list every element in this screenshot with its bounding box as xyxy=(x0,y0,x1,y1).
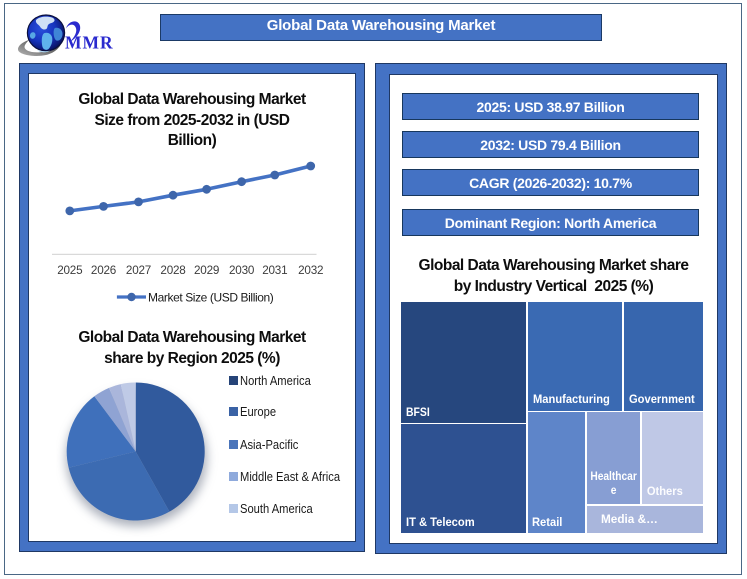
svg-text:2026: 2026 xyxy=(91,264,116,277)
svg-text:2030: 2030 xyxy=(229,264,255,277)
svg-text:2027: 2027 xyxy=(126,264,151,277)
svg-text:2025: 2025 xyxy=(57,264,83,277)
svg-text:Market Size (USD Billion): Market Size (USD Billion) xyxy=(148,291,274,305)
svg-text:2031: 2031 xyxy=(262,264,287,277)
svg-text:2029: 2029 xyxy=(194,264,219,277)
svg-text:2032: 2032 xyxy=(298,264,323,277)
svg-text:MMR: MMR xyxy=(65,33,114,53)
svg-text:2028: 2028 xyxy=(160,264,185,277)
